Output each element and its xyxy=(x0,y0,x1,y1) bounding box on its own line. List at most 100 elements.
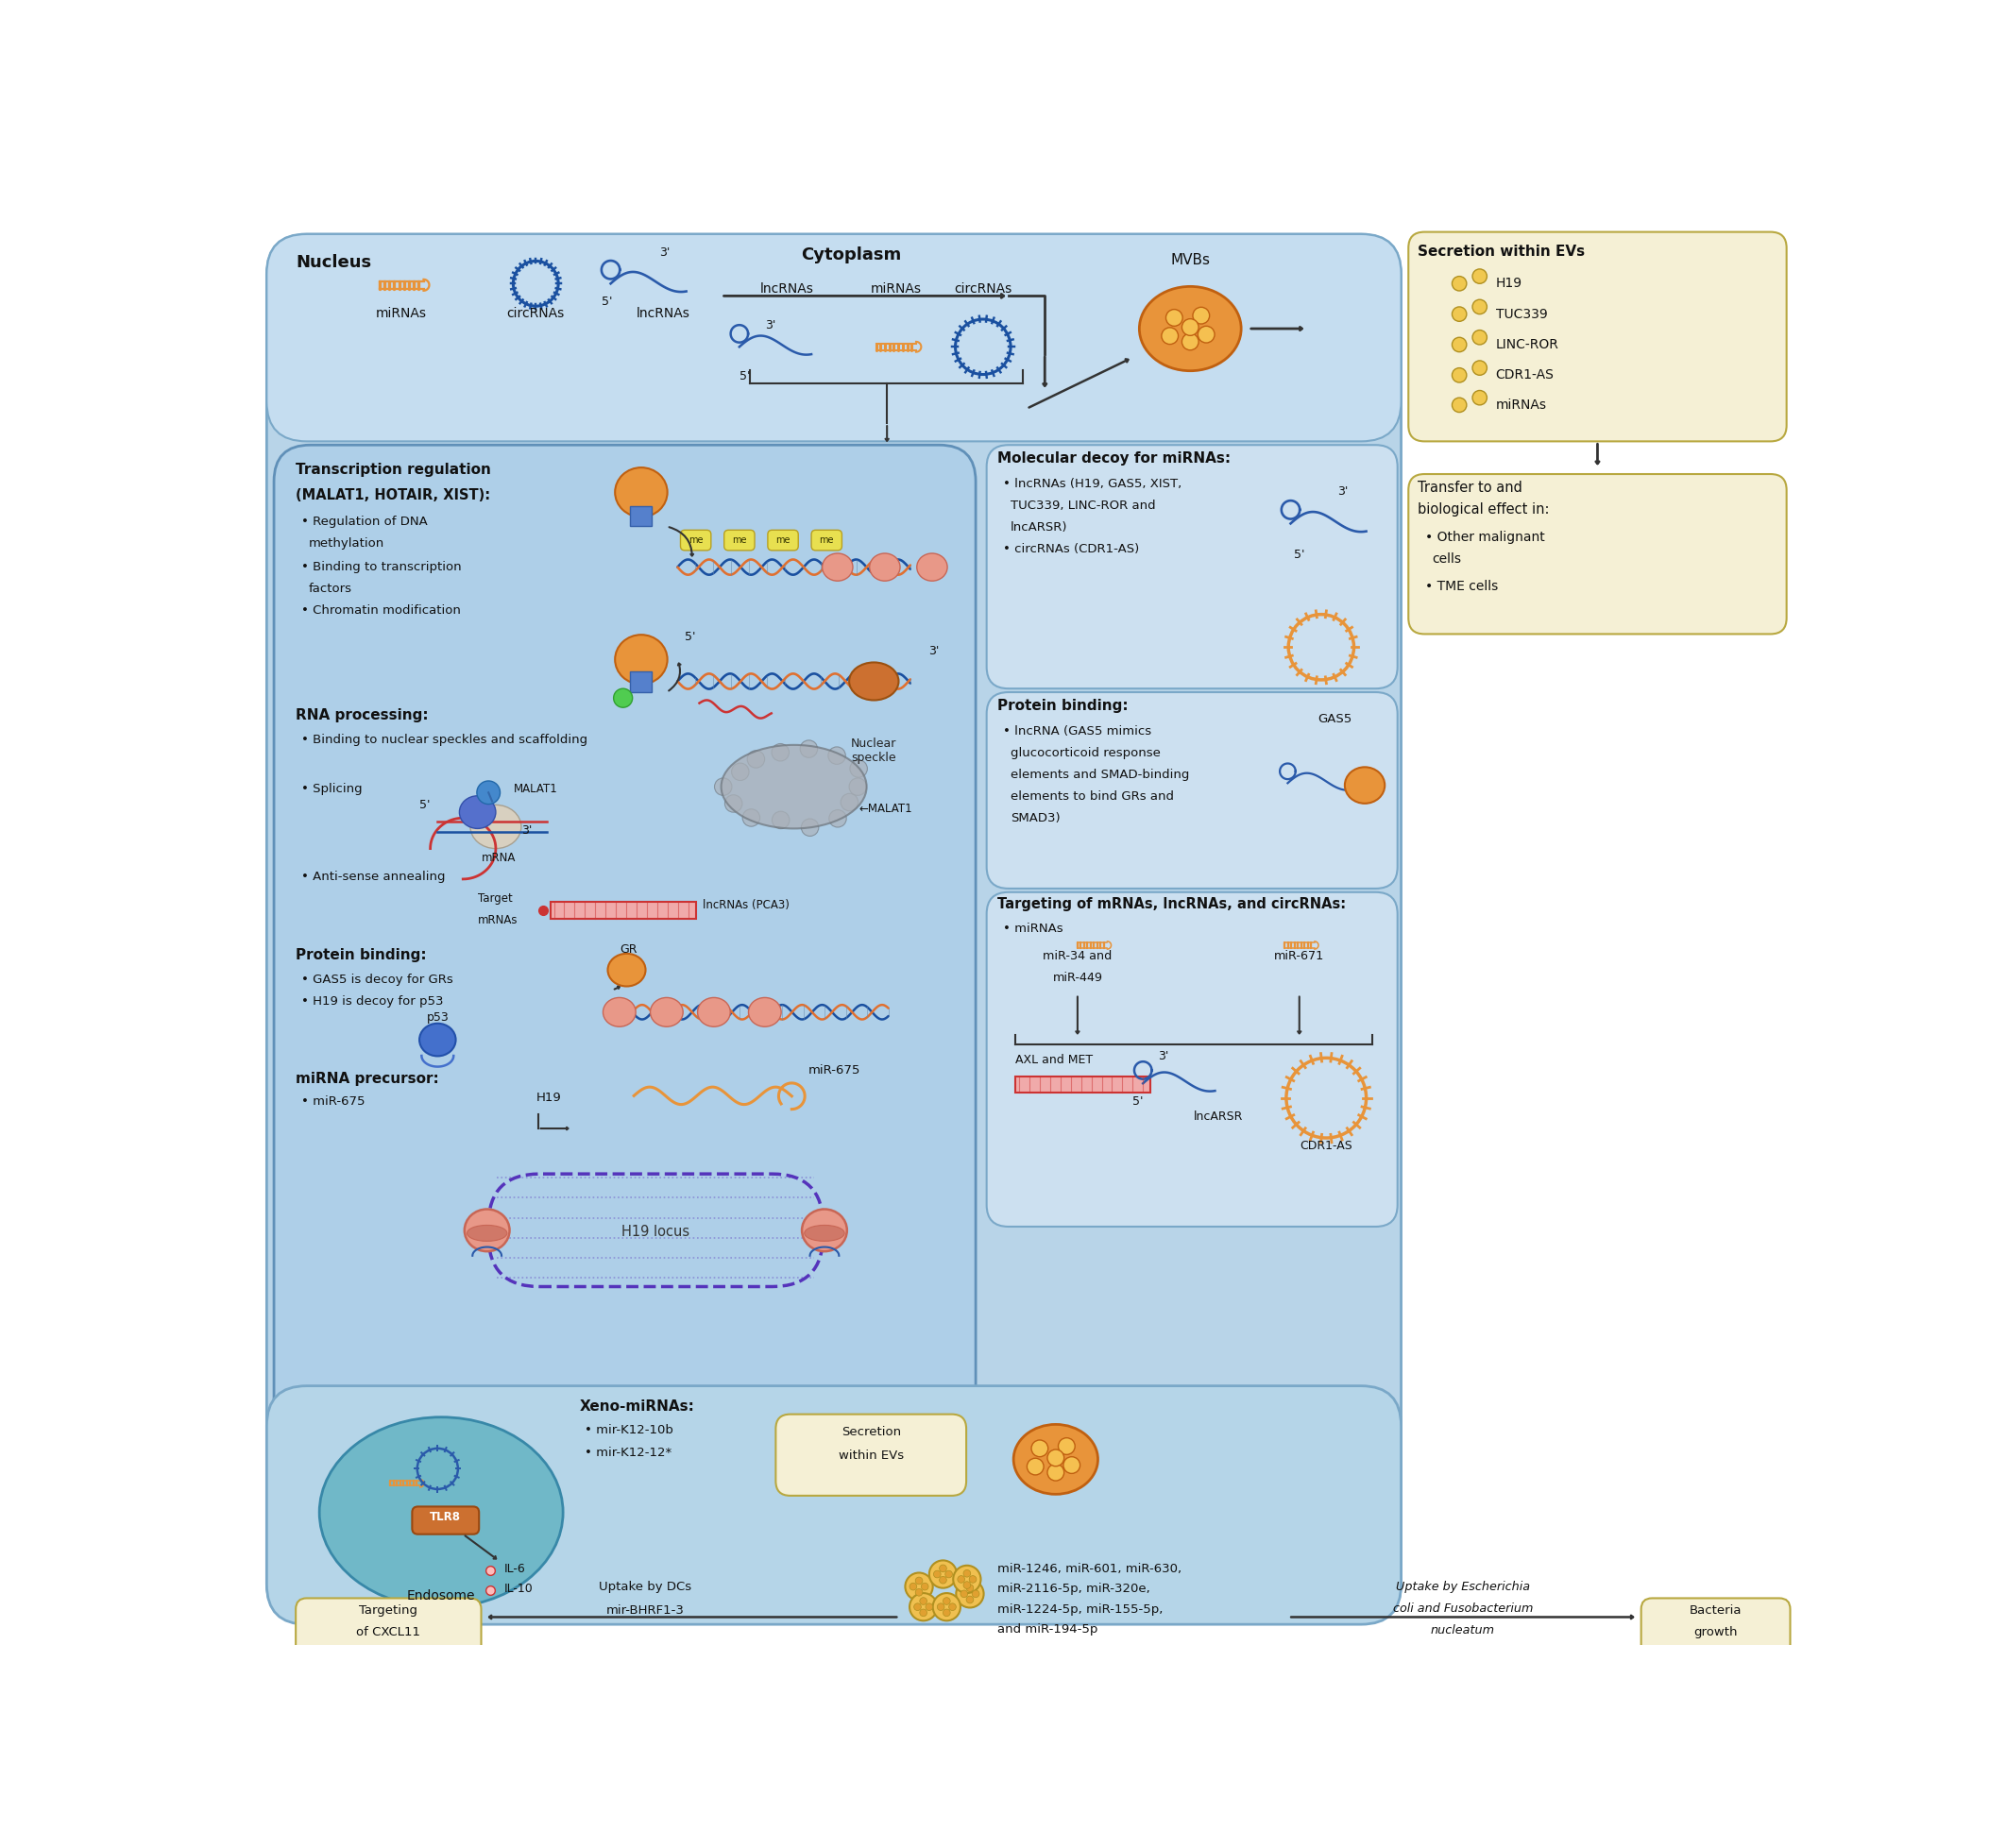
FancyBboxPatch shape xyxy=(267,235,1400,1623)
Text: MALAT1: MALAT1 xyxy=(514,784,558,795)
Circle shape xyxy=(949,1604,957,1611)
Bar xyxy=(630,673,652,693)
Circle shape xyxy=(614,689,632,708)
Text: 5': 5' xyxy=(684,630,696,643)
Ellipse shape xyxy=(849,662,899,700)
Circle shape xyxy=(1452,368,1466,383)
Text: 5': 5' xyxy=(602,296,612,309)
Circle shape xyxy=(915,1589,923,1597)
Text: • mir-K12-12*: • mir-K12-12* xyxy=(584,1447,672,1458)
Text: • miR-675: • miR-675 xyxy=(301,1096,365,1109)
Text: • TME cells: • TME cells xyxy=(1424,580,1498,593)
Text: miR-675: miR-675 xyxy=(808,1064,861,1077)
Text: miRNAs: miRNAs xyxy=(1496,399,1547,412)
Text: lncARSR: lncARSR xyxy=(1194,1111,1244,1122)
Circle shape xyxy=(800,741,818,758)
Text: • GAS5 is decoy for GRs: • GAS5 is decoy for GRs xyxy=(301,974,453,985)
Ellipse shape xyxy=(459,796,495,828)
Text: Transcription regulation: Transcription regulation xyxy=(295,462,491,477)
FancyBboxPatch shape xyxy=(987,693,1398,889)
Text: LINC-ROR: LINC-ROR xyxy=(1496,338,1559,351)
Circle shape xyxy=(933,1571,941,1578)
Text: 5': 5' xyxy=(1131,1096,1143,1109)
Circle shape xyxy=(939,1576,947,1584)
FancyBboxPatch shape xyxy=(267,1386,1400,1624)
Circle shape xyxy=(939,1565,947,1573)
Text: • H19 is decoy for p53: • H19 is decoy for p53 xyxy=(301,996,443,1007)
Bar xyxy=(630,506,652,527)
Ellipse shape xyxy=(1139,286,1242,371)
Text: • Other malignant: • Other malignant xyxy=(1424,530,1545,543)
FancyBboxPatch shape xyxy=(724,530,754,551)
Text: • mir-K12-10b: • mir-K12-10b xyxy=(584,1425,674,1436)
Ellipse shape xyxy=(465,1209,510,1251)
Ellipse shape xyxy=(608,954,646,987)
Ellipse shape xyxy=(616,468,668,517)
Text: Targeting of mRNAs, lncRNAs, and circRNAs:: Targeting of mRNAs, lncRNAs, and circRNA… xyxy=(997,898,1346,911)
Text: IL-10: IL-10 xyxy=(504,1584,534,1595)
FancyBboxPatch shape xyxy=(810,530,843,551)
Circle shape xyxy=(919,1610,927,1617)
Circle shape xyxy=(1182,320,1200,336)
Text: miRNAs: miRNAs xyxy=(375,307,427,320)
Circle shape xyxy=(905,1573,933,1600)
Ellipse shape xyxy=(616,634,668,684)
Ellipse shape xyxy=(748,998,780,1027)
Text: Transfer to and: Transfer to and xyxy=(1418,480,1523,495)
Text: of CXCL11: of CXCL11 xyxy=(355,1626,419,1639)
Text: growth: growth xyxy=(1695,1626,1737,1639)
Text: 3': 3' xyxy=(929,645,939,658)
Text: miRNA precursor:: miRNA precursor: xyxy=(295,1072,439,1087)
Circle shape xyxy=(1472,331,1486,344)
Text: mir-BHRF1-3: mir-BHRF1-3 xyxy=(606,1604,684,1617)
Circle shape xyxy=(943,1610,951,1617)
Circle shape xyxy=(963,1582,971,1589)
Ellipse shape xyxy=(319,1417,564,1608)
Text: Protein binding:: Protein binding: xyxy=(997,699,1129,713)
Circle shape xyxy=(742,809,760,826)
Text: • lncRNAs (H19, GAS5, XIST,: • lncRNAs (H19, GAS5, XIST, xyxy=(1003,479,1182,490)
Text: 3': 3' xyxy=(1157,1050,1167,1063)
Text: me: me xyxy=(732,536,746,545)
Circle shape xyxy=(1452,338,1466,351)
Ellipse shape xyxy=(869,553,901,580)
Text: • Binding to transcription: • Binding to transcription xyxy=(301,560,461,573)
Circle shape xyxy=(925,1604,933,1611)
Circle shape xyxy=(953,1565,981,1593)
Circle shape xyxy=(746,750,764,769)
Circle shape xyxy=(943,1597,951,1604)
Text: H19: H19 xyxy=(1496,277,1523,290)
Circle shape xyxy=(828,747,847,765)
Circle shape xyxy=(1182,333,1200,349)
Circle shape xyxy=(909,1584,917,1589)
Text: AXL and MET: AXL and MET xyxy=(1015,1053,1093,1066)
Text: GR: GR xyxy=(620,942,636,955)
Text: mRNAs: mRNAs xyxy=(477,915,518,926)
Text: GAS5: GAS5 xyxy=(1318,713,1352,726)
Circle shape xyxy=(1472,360,1486,375)
Circle shape xyxy=(1047,1449,1063,1465)
Text: • miRNAs: • miRNAs xyxy=(1003,922,1063,935)
FancyBboxPatch shape xyxy=(275,445,975,1532)
Text: MVBs: MVBs xyxy=(1169,253,1210,268)
Circle shape xyxy=(921,1584,929,1589)
Text: 5': 5' xyxy=(1294,549,1306,560)
Text: p53: p53 xyxy=(427,1011,449,1024)
Text: cells: cells xyxy=(1432,553,1462,565)
Circle shape xyxy=(919,1597,927,1604)
Ellipse shape xyxy=(804,1225,845,1242)
Circle shape xyxy=(967,1584,973,1591)
Ellipse shape xyxy=(469,806,522,848)
Ellipse shape xyxy=(802,1209,847,1251)
Text: miR-671: miR-671 xyxy=(1274,950,1324,963)
Text: 3': 3' xyxy=(660,246,670,259)
Text: 3': 3' xyxy=(764,320,776,331)
FancyBboxPatch shape xyxy=(1641,1599,1789,1658)
Text: CDR1-AS: CDR1-AS xyxy=(1496,368,1555,383)
Text: me: me xyxy=(776,536,790,545)
FancyBboxPatch shape xyxy=(680,530,710,551)
Text: • Chromatin modification: • Chromatin modification xyxy=(301,604,459,617)
Text: Cytoplasm: Cytoplasm xyxy=(800,246,901,264)
Circle shape xyxy=(1194,307,1210,323)
Text: Targeting: Targeting xyxy=(359,1604,417,1617)
